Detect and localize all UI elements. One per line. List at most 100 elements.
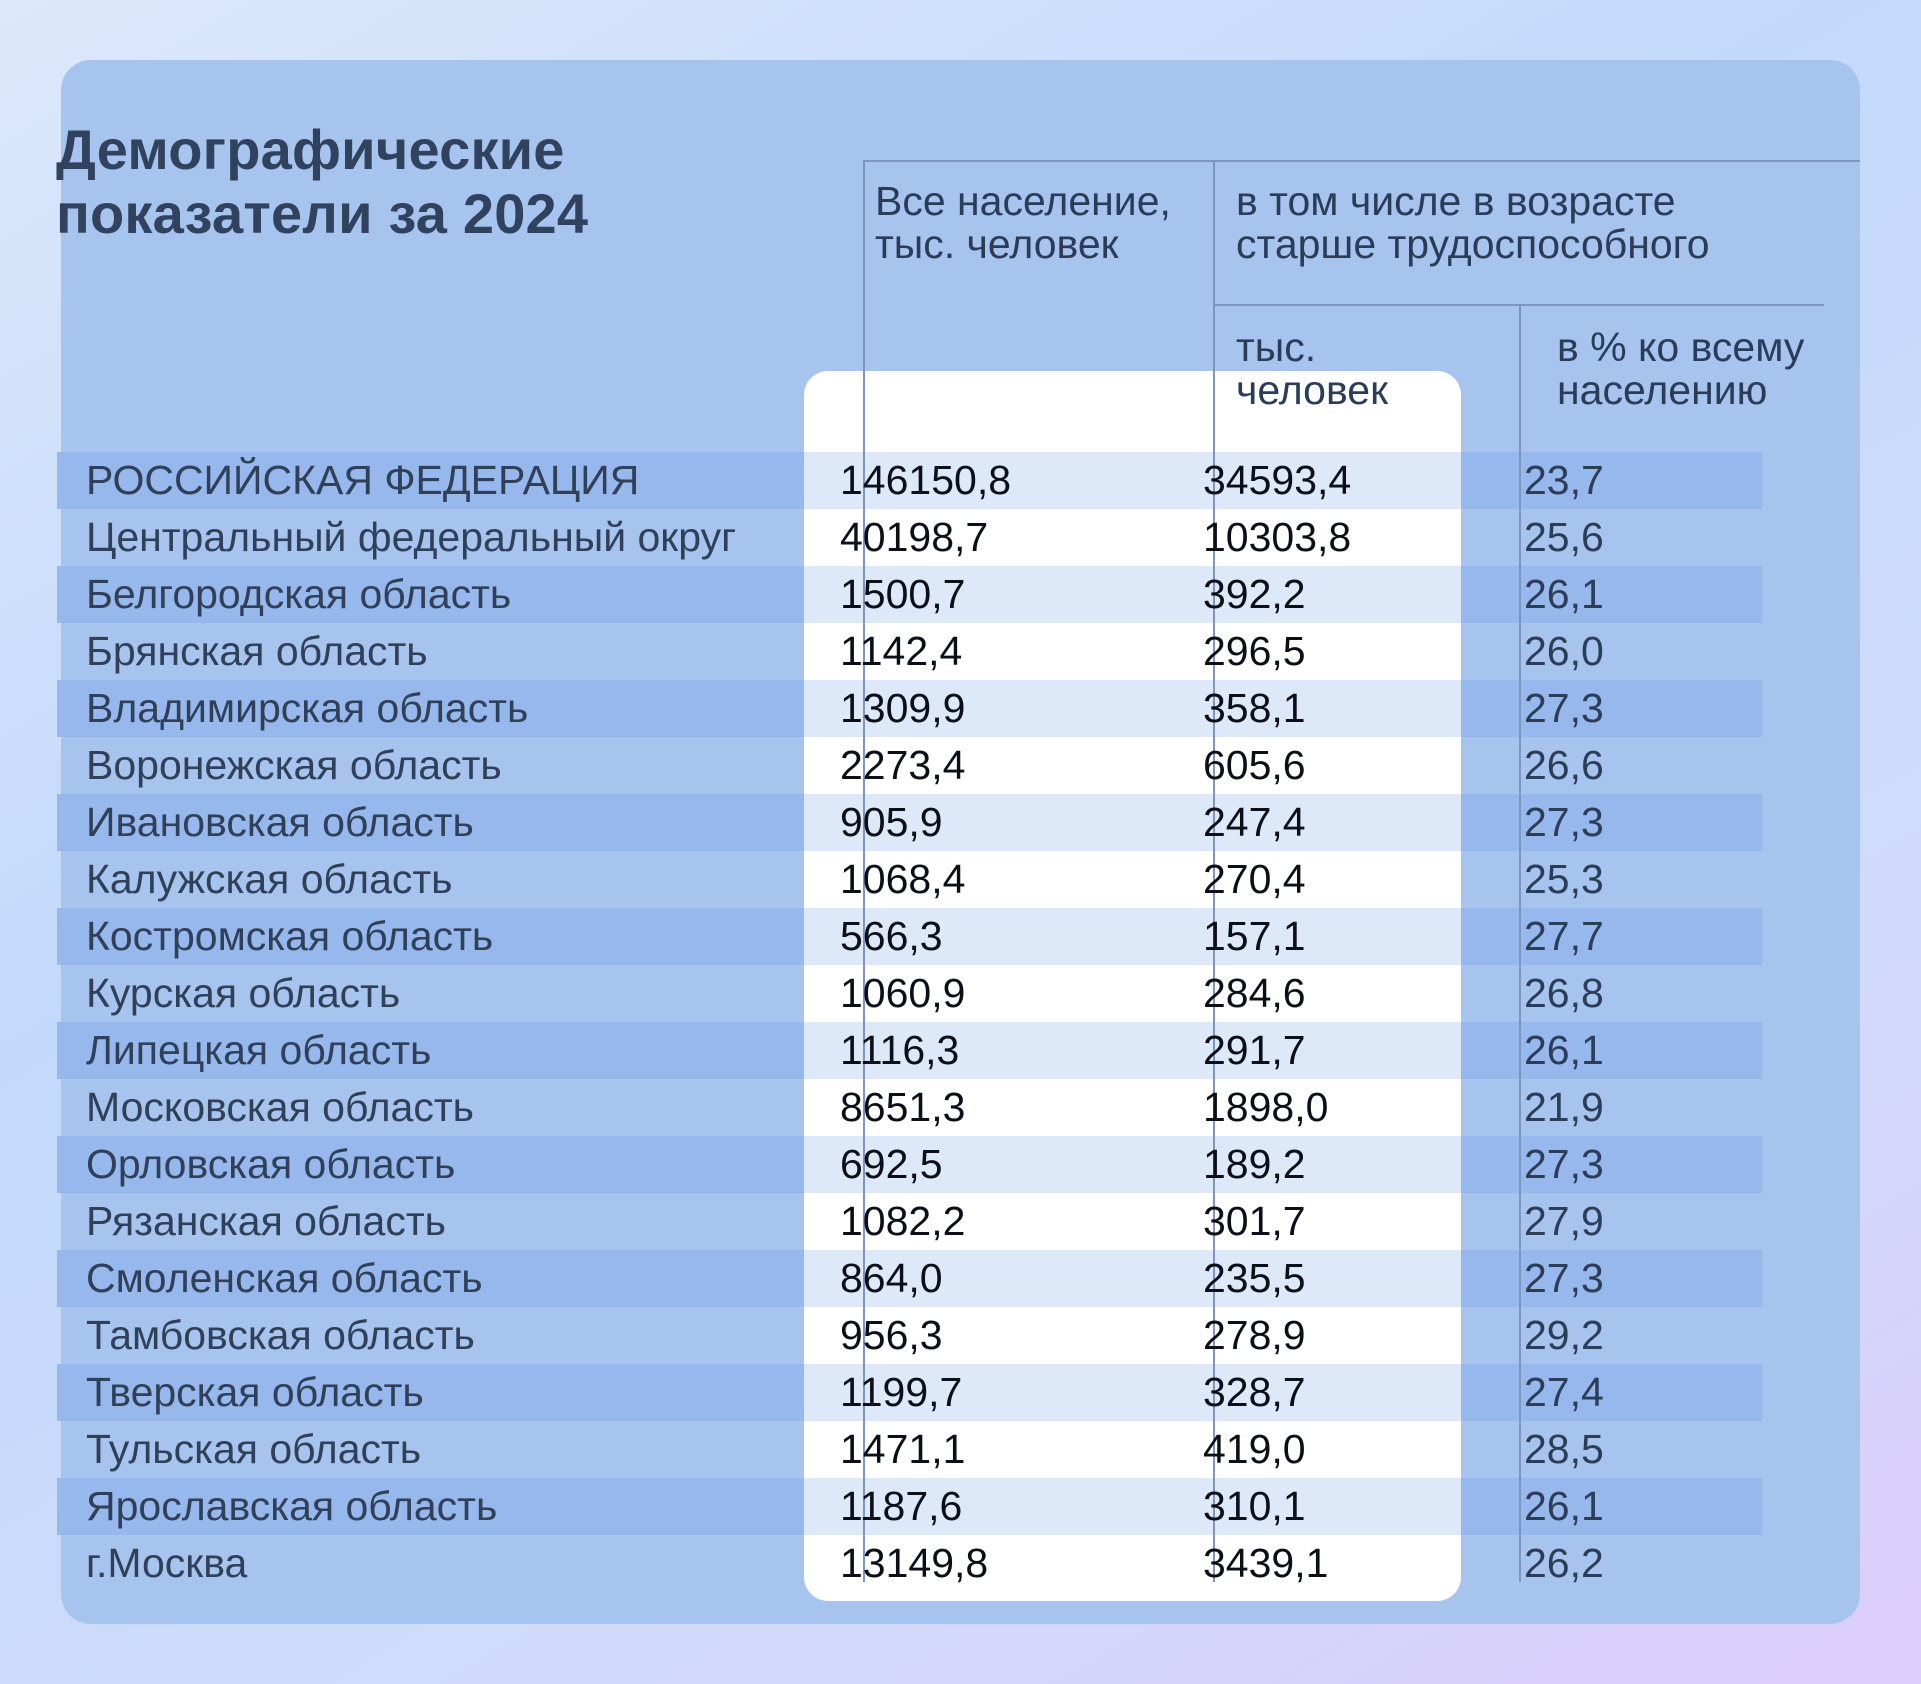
- older-population-cell: 10303,8: [1203, 514, 1352, 560]
- total-population-cell: 1500,7: [840, 571, 966, 617]
- region-cell: Тульская область: [86, 1426, 422, 1472]
- older-share-cell: 26,2: [1524, 1540, 1604, 1586]
- header-older-line-2: человек: [1236, 367, 1389, 414]
- row-band-highlight: [804, 1364, 1461, 1421]
- older-population-cell: 392,2: [1203, 571, 1306, 617]
- older-share-cell: 23,7: [1524, 457, 1604, 503]
- row-band-highlight: [804, 794, 1461, 851]
- header-top-rule: [864, 160, 1860, 162]
- region-cell: Костромская область: [86, 913, 494, 959]
- older-population-cell: 189,2: [1203, 1141, 1306, 1187]
- region-cell: Воронежская область: [86, 742, 502, 788]
- older-share-cell: 26,1: [1524, 571, 1604, 617]
- older-population-cell: 270,4: [1203, 856, 1306, 902]
- older-share-cell: 25,3: [1524, 856, 1604, 902]
- older-share-cell: 28,5: [1524, 1426, 1604, 1472]
- older-population-cell: 3439,1: [1203, 1540, 1329, 1586]
- page-title: Демографические показатели за 2024: [56, 118, 588, 246]
- total-population-cell: 956,3: [840, 1312, 943, 1358]
- row-band-highlight: [804, 1250, 1461, 1307]
- total-population-cell: 1471,1: [840, 1426, 966, 1472]
- total-population-cell: 13149,8: [840, 1540, 989, 1586]
- row-band-highlight: [804, 680, 1461, 737]
- region-cell: г.Москва: [86, 1540, 248, 1586]
- total-population-cell: 1187,6: [840, 1483, 963, 1529]
- older-share-cell: 26,6: [1524, 742, 1604, 788]
- older-share-cell: 21,9: [1524, 1084, 1604, 1130]
- older-share-cell: 27,3: [1524, 1141, 1604, 1187]
- region-cell: Курская область: [86, 970, 401, 1016]
- total-population-cell: 566,3: [840, 913, 943, 959]
- header-older-line-1: тыс.: [1236, 324, 1317, 370]
- region-cell: Калужская область: [86, 856, 453, 902]
- region-cell: Центральный федеральный округ: [86, 514, 737, 560]
- column-rule-1: [863, 160, 865, 1582]
- row-band-highlight: [804, 566, 1461, 623]
- region-cell: Рязанская область: [86, 1198, 446, 1244]
- older-population-cell: 605,6: [1203, 742, 1306, 788]
- region-cell: Ивановская область: [86, 799, 474, 845]
- header-group-line-1: в том числе в возрасте: [1236, 178, 1676, 224]
- total-population-cell: 146150,8: [840, 457, 1012, 503]
- older-share-cell: 26,0: [1524, 628, 1604, 674]
- region-cell: Белгородская область: [86, 571, 512, 617]
- total-population-cell: 1060,9: [840, 970, 966, 1016]
- older-share-cell: 27,7: [1524, 913, 1604, 959]
- older-population-cell: 284,6: [1203, 970, 1306, 1016]
- older-population-cell: 310,1: [1203, 1483, 1306, 1529]
- total-population-cell: 2273,4: [840, 742, 966, 788]
- column-rule-2: [1213, 160, 1215, 1582]
- header-total-line-2: тыс. человек: [875, 221, 1119, 268]
- total-population-cell: 1082,2: [840, 1198, 966, 1244]
- title-line-2: показатели за 2024: [56, 181, 589, 245]
- row-band-highlight: [804, 908, 1461, 965]
- older-population-cell: 235,5: [1203, 1255, 1306, 1301]
- total-population-cell: 864,0: [840, 1255, 943, 1301]
- total-population-cell: 905,9: [840, 799, 943, 845]
- older-population-cell: 157,1: [1203, 913, 1306, 959]
- total-population-cell: 692,5: [840, 1141, 943, 1187]
- older-share-cell: 27,3: [1524, 799, 1604, 845]
- older-share-cell: 26,8: [1524, 970, 1604, 1016]
- header-group-line-2: старше трудоспособного: [1236, 221, 1710, 268]
- header-total-population: Все население, тыс. человек: [875, 178, 1171, 268]
- row-band-highlight: [804, 1136, 1461, 1193]
- row-band-highlight: [804, 452, 1461, 509]
- older-population-cell: 247,4: [1203, 799, 1306, 845]
- total-population-cell: 8651,3: [840, 1084, 966, 1130]
- region-cell: Московская область: [86, 1084, 474, 1130]
- older-population-cell: 34593,4: [1203, 457, 1352, 503]
- total-population-cell: 1116,3: [840, 1027, 960, 1073]
- region-cell: Владимирская область: [86, 685, 529, 731]
- total-population-cell: 1309,9: [840, 685, 966, 731]
- region-cell: Ярославская область: [86, 1483, 498, 1529]
- region-cell: Липецкая область: [86, 1027, 432, 1073]
- older-population-cell: 1898,0: [1203, 1084, 1329, 1130]
- row-band-highlight: [804, 1478, 1461, 1535]
- older-share-cell: 27,4: [1524, 1369, 1604, 1415]
- total-population-cell: 40198,7: [840, 514, 989, 560]
- older-population-cell: 419,0: [1203, 1426, 1306, 1472]
- older-population-cell: 291,7: [1203, 1027, 1306, 1073]
- header-older-thousands: тыс. человек: [1236, 324, 1389, 414]
- older-share-cell: 26,1: [1524, 1483, 1604, 1529]
- total-population-cell: 1199,7: [840, 1369, 963, 1415]
- older-share-cell: 25,6: [1524, 514, 1604, 560]
- region-cell: РОССИЙСКАЯ ФЕДЕРАЦИЯ: [86, 457, 640, 503]
- region-cell: Брянская область: [86, 628, 428, 674]
- older-population-cell: 358,1: [1203, 685, 1306, 731]
- older-population-cell: 296,5: [1203, 628, 1306, 674]
- older-share-cell: 27,9: [1524, 1198, 1604, 1244]
- region-cell: Тверская область: [86, 1369, 424, 1415]
- older-share-cell: 27,3: [1524, 685, 1604, 731]
- header-share-line-1: в % ко всему: [1557, 324, 1805, 370]
- older-share-cell: 26,1: [1524, 1027, 1604, 1073]
- total-population-cell: 1068,4: [840, 856, 966, 902]
- header-older-group: в том числе в возрасте старше трудоспосо…: [1236, 178, 1710, 268]
- older-population-cell: 301,7: [1203, 1198, 1306, 1244]
- header-share-line-2: населению: [1557, 367, 1768, 414]
- region-cell: Смоленская область: [86, 1255, 483, 1301]
- total-population-cell: 1142,4: [840, 628, 963, 674]
- header-total-line-1: Все население,: [875, 178, 1171, 224]
- older-population-cell: 278,9: [1203, 1312, 1306, 1358]
